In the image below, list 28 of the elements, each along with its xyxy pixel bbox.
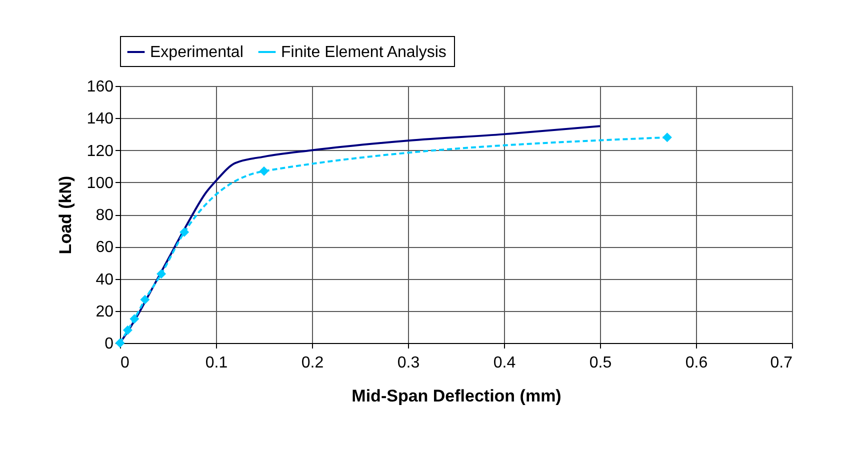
x-tick-label: 0.6 bbox=[685, 354, 708, 372]
y-tick-label: 60 bbox=[96, 239, 114, 256]
y-tick-label: 100 bbox=[86, 174, 114, 192]
x-tick-label: 0.3 bbox=[397, 354, 420, 372]
point bbox=[140, 294, 150, 304]
x-tick-label: 0.1 bbox=[205, 354, 228, 372]
x-tick-label: 0.4 bbox=[493, 354, 516, 372]
y-tick-label: 160 bbox=[86, 78, 114, 96]
x-tick-label: 0 bbox=[120, 354, 130, 372]
x-tick-label: 0.2 bbox=[301, 354, 324, 372]
y-tick-label: 20 bbox=[96, 303, 114, 320]
y-tick-label: 80 bbox=[96, 207, 114, 224]
point bbox=[662, 132, 672, 142]
y-axis-title: Load (kN) bbox=[56, 176, 75, 254]
legend-label: Experimental bbox=[150, 44, 244, 61]
point bbox=[130, 314, 140, 324]
legend-label: Finite Element Analysis bbox=[281, 44, 446, 61]
y-tick-label: 0 bbox=[104, 336, 114, 352]
x-tick-label: 0.5 bbox=[589, 354, 612, 372]
point bbox=[259, 166, 269, 176]
y-tick-label: 40 bbox=[96, 271, 114, 288]
y-tick-label: 120 bbox=[86, 142, 114, 160]
point bbox=[156, 269, 166, 279]
x-tick-label: 0.7 bbox=[770, 354, 793, 372]
point bbox=[180, 227, 190, 237]
x-axis-title: Mid-Span Deflection (mm) bbox=[352, 386, 562, 406]
point bbox=[122, 325, 132, 335]
y-tick-label: 140 bbox=[86, 110, 114, 128]
